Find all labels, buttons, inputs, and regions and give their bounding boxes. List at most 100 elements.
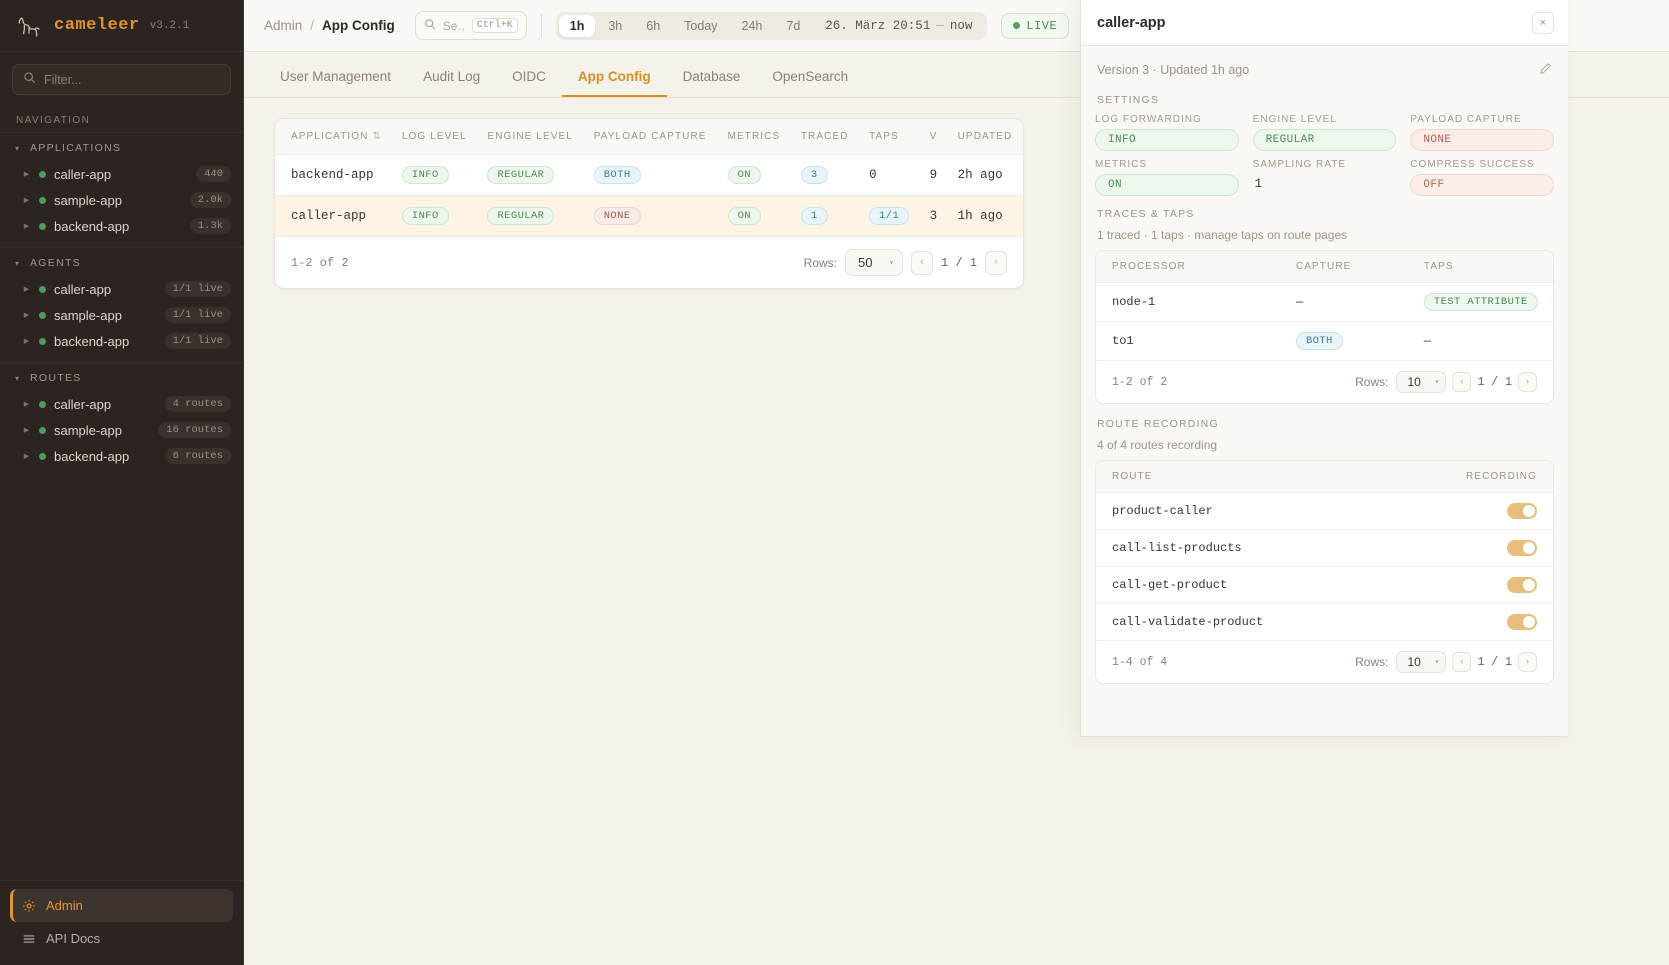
- breadcrumb-root[interactable]: Admin: [264, 18, 303, 33]
- table-row[interactable]: to1 BOTH —: [1096, 321, 1553, 361]
- setting-value[interactable]: REGULAR: [1252, 129, 1397, 151]
- pencil-icon[interactable]: [1539, 62, 1552, 78]
- recording-toggle[interactable]: [1507, 540, 1537, 556]
- sidebar-item-admin[interactable]: Admin: [10, 889, 233, 922]
- col-updated[interactable]: UPDATED: [947, 119, 1023, 155]
- gear-icon: [22, 899, 36, 913]
- table-row[interactable]: caller-app INFO REGULAR NONE ON 1 1/1 3 …: [275, 195, 1023, 237]
- sidebar-item-routes-caller-app[interactable]: ▶ caller-app 4 routes: [0, 391, 243, 417]
- range-6h[interactable]: 6h: [646, 18, 661, 33]
- range-today[interactable]: Today: [684, 18, 718, 33]
- chevron-down-icon: ▾: [14, 143, 19, 153]
- recording-toggle[interactable]: [1507, 577, 1537, 593]
- setting-label: ENGINE LEVEL: [1252, 114, 1337, 125]
- table-row[interactable]: product-caller: [1096, 492, 1553, 530]
- table-row[interactable]: node-1 — TEST ATTRIBUTE: [1096, 282, 1553, 322]
- table-pagination: 1-2 of 2 Rows: 50 ▾ ‹ 1 / 1 ›: [275, 237, 1023, 288]
- setting-value[interactable]: OFF: [1410, 174, 1554, 196]
- recording-toggle[interactable]: [1507, 614, 1537, 630]
- range-7d[interactable]: 7d: [786, 18, 801, 33]
- tab-database[interactable]: Database: [682, 69, 741, 84]
- sidebar-item-badge: 1/1 live: [164, 333, 231, 349]
- tab-user-management[interactable]: User Management: [280, 69, 392, 84]
- status-dot: [39, 452, 46, 460]
- search-input[interactable]: Se… Ctrl+K: [414, 11, 527, 40]
- rows-per-page-select[interactable]: 10 ▾: [1396, 651, 1447, 673]
- col-metrics[interactable]: METRICS: [717, 119, 791, 155]
- sidebar-item-routes-sample-app[interactable]: ▶ sample-app 16 routes: [0, 417, 243, 443]
- rows-per-page-select[interactable]: 10 ▾: [1396, 371, 1447, 393]
- setting-value[interactable]: ON: [1095, 174, 1239, 196]
- col-application[interactable]: APPLICATION ⇅: [275, 119, 392, 155]
- sidebar-item-applications-caller-app[interactable]: ▶ caller-app 440: [0, 161, 243, 187]
- sidebar-item-applications-sample-app[interactable]: ▶ sample-app 2.0k: [0, 187, 243, 213]
- sidebar-item-agents-sample-app[interactable]: ▶ sample-app 1/1 live: [0, 302, 243, 328]
- range-3h[interactable]: 3h: [608, 18, 623, 33]
- chevron-right-icon: ▶: [23, 338, 30, 345]
- col-payload-capture[interactable]: PAYLOAD CAPTURE: [583, 119, 718, 155]
- sidebar-item-badge: 1/1 live: [164, 307, 231, 323]
- table-header: APPLICATION ⇅ LOG LEVEL ENGINE LEVEL PAY…: [275, 119, 1023, 155]
- group-header-routes[interactable]: ▾ ROUTES: [0, 363, 243, 391]
- range-from: 26. März 20:51: [825, 18, 931, 33]
- cell-traced: 1: [790, 195, 860, 237]
- sidebar-item-routes-backend-app[interactable]: ▶ backend-app 6 routes: [0, 443, 243, 469]
- routes-table-body: product-caller call-list-products call-g…: [1096, 492, 1553, 641]
- next-page-button[interactable]: ›: [985, 250, 1007, 275]
- setting-value[interactable]: INFO: [1095, 129, 1239, 151]
- table-row[interactable]: call-get-product: [1096, 566, 1553, 604]
- setting-value: 1: [1254, 177, 1263, 191]
- table-row[interactable]: backend-app INFO REGULAR BOTH ON 3 0 9 2…: [275, 154, 1023, 196]
- sidebar-footer: Admin API Docs: [0, 880, 243, 965]
- toolbar-divider: [540, 13, 542, 38]
- sidebar-item-label: caller-app: [54, 281, 112, 297]
- sidebar-item-api-docs[interactable]: API Docs: [10, 922, 233, 955]
- tab-oidc[interactable]: OIDC: [512, 69, 546, 84]
- rows-per-page-label: Rows:: [803, 255, 837, 270]
- live-label: LIVE: [1026, 18, 1058, 33]
- table-row[interactable]: call-validate-product: [1096, 603, 1553, 641]
- sidebar-filter-input[interactable]: [44, 72, 220, 87]
- tab-audit-log[interactable]: Audit Log: [423, 69, 481, 84]
- tab-app-config[interactable]: App Config: [561, 69, 667, 97]
- engine-level-chip: REGULAR: [487, 207, 555, 225]
- live-status-badge[interactable]: LIVE: [1001, 12, 1070, 39]
- range-1h[interactable]: 1h: [558, 14, 596, 37]
- next-page-button[interactable]: ›: [1518, 652, 1537, 672]
- col-taps[interactable]: TAPS: [859, 119, 920, 155]
- prev-page-button[interactable]: ‹: [1452, 652, 1472, 672]
- sidebar-item-agents-caller-app[interactable]: ▶ caller-app 1/1 live: [0, 276, 243, 302]
- brand[interactable]: cameleer v3.2.1: [0, 0, 243, 52]
- cell-recording: [1392, 529, 1553, 567]
- cell-route: product-caller: [1096, 492, 1393, 530]
- col-v[interactable]: V: [919, 119, 948, 155]
- range-display[interactable]: 26. März 20:51 — now: [813, 19, 984, 33]
- sidebar-filter[interactable]: [12, 64, 231, 95]
- setting-value[interactable]: NONE: [1410, 129, 1554, 151]
- tab-opensearch[interactable]: OpenSearch: [772, 69, 849, 84]
- col-traced[interactable]: TRACED: [790, 119, 860, 155]
- detail-drawer: caller-app × Version 3 · Updated 1h ago …: [1080, 0, 1568, 737]
- chevron-right-icon: ▶: [23, 312, 30, 319]
- setting-label: LOG FORWARDING: [1095, 114, 1202, 125]
- close-icon[interactable]: ×: [1532, 11, 1554, 34]
- group-header-applications[interactable]: ▾ APPLICATIONS: [0, 133, 243, 161]
- recording-toggle[interactable]: [1507, 503, 1537, 519]
- prev-page-button[interactable]: ‹: [1452, 372, 1472, 392]
- engine-level-chip: REGULAR: [487, 166, 555, 184]
- col-log-level[interactable]: LOG LEVEL: [391, 119, 478, 155]
- rows-per-page-select[interactable]: 50 ▾: [844, 249, 903, 276]
- table-row[interactable]: call-list-products: [1096, 529, 1553, 567]
- main-area: Admin / App Config Se… Ctrl+K 1h 3h 6h T…: [244, 0, 1669, 965]
- group-header-agents[interactable]: ▾ AGENTS: [0, 248, 243, 276]
- sidebar-item-agents-backend-app[interactable]: ▶ backend-app 1/1 live: [0, 328, 243, 354]
- col-taps: TAPS: [1415, 251, 1553, 283]
- cell-capture: —: [1287, 282, 1416, 322]
- sidebar-item-applications-backend-app[interactable]: ▶ backend-app 1.3k: [0, 213, 243, 239]
- settings-section-title: SETTINGS: [1097, 94, 1160, 106]
- range-24h[interactable]: 24h: [741, 18, 763, 33]
- prev-page-button[interactable]: ‹: [910, 250, 933, 275]
- col-engine-level[interactable]: ENGINE LEVEL: [477, 119, 584, 155]
- table-body: backend-app INFO REGULAR BOTH ON 3 0 9 2…: [275, 154, 1023, 237]
- next-page-button[interactable]: ›: [1518, 372, 1537, 392]
